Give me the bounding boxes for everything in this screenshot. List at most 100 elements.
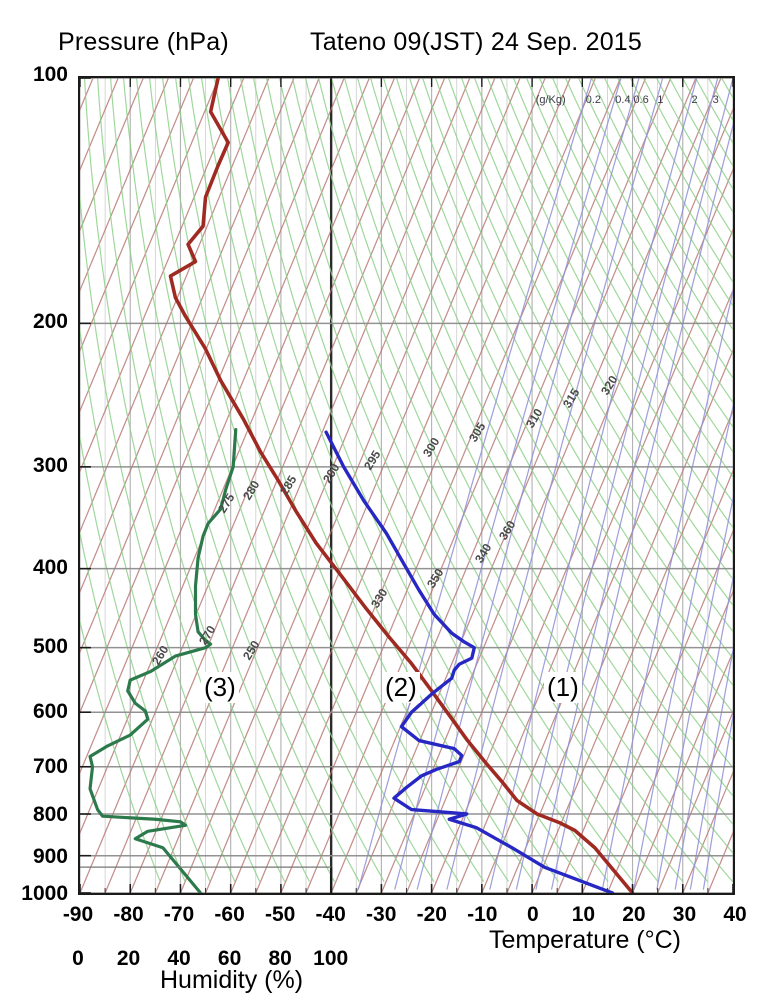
dry-adiabat <box>669 78 733 190</box>
mixing-ratio-line <box>416 78 640 890</box>
mixing-ratio-line <box>357 78 593 890</box>
dry-adiabat <box>305 78 709 883</box>
skew-isotherm <box>355 78 697 893</box>
dry-adiabat <box>110 78 335 882</box>
mixing-ratio-label: 0.2 <box>585 94 601 106</box>
skew-isotherm <box>506 348 733 893</box>
dry-adiabat <box>357 78 733 797</box>
skew-isotherm <box>330 78 672 893</box>
pressure-tick-label: 100 <box>32 63 68 86</box>
dry-adiabat <box>200 78 510 882</box>
pressure-tick-label: 700 <box>32 755 68 779</box>
temperature-axis-title: Temperature (°C) <box>489 926 681 954</box>
humidity-tick-label: 0 <box>72 947 84 970</box>
dry-adiabat <box>344 78 733 826</box>
skew-isotherm <box>431 168 733 893</box>
dry-adiabat <box>265 78 634 883</box>
skew-isotherm <box>154 78 496 893</box>
pressure-tick-label: 600 <box>32 700 68 724</box>
dry-adiabat <box>578 78 733 355</box>
curve-label-dewpoint: (2) <box>382 672 420 703</box>
skew-isotherm <box>80 78 169 292</box>
humidity-axis-title: Humidity (%) <box>160 966 304 994</box>
humidity-tick-label: 60 <box>217 947 242 970</box>
humidity-tick-label: 80 <box>268 947 292 970</box>
dry-adiabat <box>330 78 733 854</box>
mixing-ratio-label: 0.6 <box>633 94 649 106</box>
dry-adiabat <box>252 78 609 883</box>
dry-adiabat <box>83 78 286 882</box>
dry-adiabat <box>382 78 733 741</box>
dry-adiabat <box>80 619 161 882</box>
skew-isotherm <box>80 78 144 232</box>
temperature-tick-label: 0 <box>527 903 539 926</box>
mixing-ratio-unit-label: (g/Kg) <box>535 94 566 106</box>
dry-adiabat <box>487 78 733 529</box>
skew-isotherm <box>80 78 396 835</box>
mixing-ratio-line <box>656 496 733 890</box>
dry-adiabat <box>604 78 733 307</box>
pressure-tick-label: 200 <box>32 309 68 333</box>
plot-canvas <box>80 78 733 893</box>
mixing-ratio-label: 1 <box>657 94 664 106</box>
dry-adiabat <box>96 78 311 882</box>
skew-isotherm <box>80 78 320 654</box>
temperature-tick-label: -50 <box>264 903 296 926</box>
skew-isotherm <box>481 288 733 893</box>
humidity-tick-label: 40 <box>167 947 191 970</box>
skew-isotherm <box>80 78 245 473</box>
skew-isotherm <box>80 78 220 413</box>
skew-isotherm <box>581 529 733 893</box>
dry-adiabat <box>80 193 261 882</box>
mixing-ratio-line <box>535 78 733 890</box>
pressure-tick-label: 1000 <box>21 882 68 905</box>
dry-adiabat <box>435 78 733 633</box>
temperature-tick-label: 10 <box>571 903 596 926</box>
pressure-tick-label: 400 <box>32 556 68 580</box>
plot-area <box>78 76 735 895</box>
dry-adiabat <box>643 78 733 237</box>
dry-adiabat <box>409 78 733 687</box>
humidity-tick-label: 20 <box>116 947 141 970</box>
pressure-tick-label: 800 <box>32 802 68 826</box>
temperature-tick-label: 40 <box>723 903 747 926</box>
mixing-ratio-label: 0.4 <box>615 94 631 106</box>
skew-isotherm <box>179 78 521 893</box>
temperature-tick-label: -30 <box>366 903 397 926</box>
curve-label-temperature: (1) <box>544 672 582 703</box>
dry-adiabat <box>80 434 211 882</box>
pressure-tick-label: 900 <box>32 844 68 868</box>
skew-isotherm <box>606 589 733 893</box>
mixing-ratio-label: 2 <box>691 94 698 106</box>
dry-adiabat <box>422 78 733 660</box>
dry-adiabat <box>682 78 733 168</box>
dry-adiabat <box>591 78 733 331</box>
mixing-ratio-line <box>674 575 733 890</box>
chart-title: Tateno 09(JST) 24 Sep. 2015 <box>310 28 642 56</box>
mixing-ratio-line <box>689 646 733 890</box>
dry-adiabat <box>175 78 460 882</box>
dry-adiabat <box>162 78 435 882</box>
skew-isotherm <box>129 78 471 893</box>
dry-adiabat <box>187 78 485 882</box>
skew-isotherm <box>230 78 571 893</box>
dry-adiabat <box>135 78 385 882</box>
dry-adiabat <box>474 78 733 555</box>
mixing-ratio-line <box>633 403 733 890</box>
skew-isotherm <box>456 228 733 893</box>
curve-label-humidity: (3) <box>201 672 239 703</box>
dry-adiabat <box>617 78 733 284</box>
temperature-tick-label: -80 <box>113 903 144 926</box>
mixing-ratio-line <box>550 122 733 890</box>
dry-adiabat <box>148 78 410 882</box>
skew-isotherm <box>631 650 733 893</box>
temperature-tick-label: -70 <box>163 903 195 926</box>
temperature-tick-label: -60 <box>214 903 245 926</box>
mixing-ratio-line <box>489 78 698 890</box>
dry-adiabat <box>278 78 659 883</box>
skew-isotherm <box>556 469 733 893</box>
skew-isotherm <box>80 78 295 594</box>
dry-adiabat <box>552 78 733 404</box>
temperature-tick-label: -20 <box>416 903 447 926</box>
